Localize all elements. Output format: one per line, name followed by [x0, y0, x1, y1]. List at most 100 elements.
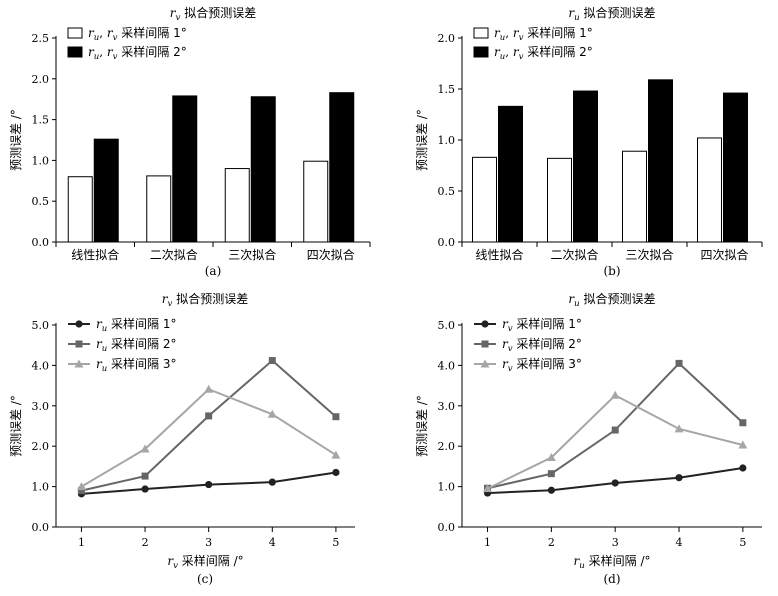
bar-interval-2: [172, 95, 198, 243]
legend-label: rv 采样间隔 1°: [502, 316, 582, 334]
x-tick-label: 四次拟合: [307, 247, 355, 262]
legend-symbol: r: [494, 26, 501, 40]
y-tick-label: 0.5: [32, 195, 50, 208]
point-square: [332, 413, 340, 421]
point-triangle: [76, 482, 86, 491]
legend-swatch: [473, 27, 489, 39]
series-line-interval-3: [80, 388, 337, 488]
chart-title-subscript: v: [176, 13, 181, 23]
point-triangle: [546, 453, 556, 462]
legend-sep: ,: [505, 45, 513, 59]
legend-marker-circle: [481, 320, 489, 328]
y-tick-label: 2.0: [32, 73, 50, 86]
legend-label: ru 采样间隔 1°: [96, 316, 177, 334]
point-square: [547, 470, 555, 478]
bar-interval-2: [250, 96, 276, 243]
chart-title-symbol: r: [568, 6, 575, 20]
subfigure-caption: (b): [603, 264, 620, 278]
y-tick-label: 1.5: [32, 114, 50, 127]
y-tick-label: 3.0: [438, 400, 456, 413]
legend-sep: ,: [99, 45, 107, 59]
x-tick-label: 5: [332, 536, 339, 549]
x-axis-label-text: 采样间隔 /°: [178, 553, 244, 568]
legend-subscript: u: [102, 324, 107, 334]
chart-title: ru 拟合预测误差: [568, 291, 655, 309]
chart-title-subscript: u: [574, 13, 580, 23]
legend-sep: ,: [505, 26, 513, 40]
y-tick-label: 4.0: [438, 359, 456, 372]
point-circle: [739, 464, 747, 472]
bar-interval-1: [303, 160, 329, 243]
legend-label: ru, rv 采样间隔 1°: [88, 25, 187, 43]
chart-title-subscript: v: [168, 299, 173, 309]
y-tick-label: 5.0: [32, 319, 50, 332]
point-triangle: [483, 484, 493, 493]
bar-interval-2: [329, 92, 355, 243]
bar-interval-2: [573, 90, 598, 243]
point-triangle: [204, 384, 214, 393]
legend-subscript: v: [508, 344, 513, 354]
point-triangle: [331, 450, 341, 459]
legend-symbol: r: [502, 317, 509, 331]
y-tick-label: 5.0: [438, 319, 456, 332]
point-triangle: [140, 444, 150, 453]
legend-symbol: r: [88, 26, 95, 40]
point-triangle: [738, 440, 748, 449]
legend-label: ru, rv 采样间隔 2°: [88, 44, 187, 62]
x-tick-label: 3: [612, 536, 619, 549]
x-tick-label: 2: [142, 536, 149, 549]
point-circle: [141, 485, 149, 493]
y-axis-label: 预测误差 /°: [415, 395, 429, 457]
legend-marker-triangle: [480, 359, 490, 368]
point-circle: [268, 478, 276, 486]
y-axis-label: 预测误差 /°: [415, 109, 429, 171]
chart-title-subscript: u: [574, 299, 580, 309]
legend-text: 采样间隔 2°: [117, 44, 186, 59]
point-square: [739, 419, 747, 427]
legend-symbol: r: [88, 45, 95, 59]
legend-subscript: u: [94, 33, 99, 43]
bar-interval-2: [498, 105, 523, 243]
legend-text: 采样间隔 3°: [513, 356, 582, 371]
x-tick-label: 线性拟合: [475, 247, 523, 262]
y-tick-label: 2.0: [438, 32, 456, 45]
legend-text: 采样间隔 3°: [107, 356, 176, 371]
bar-interval-1: [472, 156, 497, 243]
legend-symbol: r: [513, 26, 520, 40]
chart-title: ru 拟合预测误差: [568, 5, 655, 23]
y-axis-label: 预测误差 /°: [9, 395, 23, 457]
x-tick-label: 3: [205, 536, 212, 549]
point-square: [611, 426, 619, 434]
chart-title-text: 拟合预测误差: [172, 291, 248, 306]
legend-subscript: u: [500, 52, 505, 62]
legend-text: 采样间隔 2°: [513, 336, 582, 351]
x-axis-label: ru 采样间隔 /°: [574, 553, 651, 571]
legend-label: ru, rv 采样间隔 1°: [494, 25, 593, 43]
bar-interval-2: [93, 138, 119, 243]
legend-subscript: v: [508, 364, 513, 374]
subfigure-caption: (d): [603, 572, 620, 586]
legend-swatch: [67, 27, 83, 39]
point-triangle: [267, 409, 277, 418]
legend-subscript: u: [102, 344, 107, 354]
legend-text: 采样间隔 1°: [107, 316, 176, 331]
y-tick-label: 1.0: [32, 481, 50, 494]
y-tick-label: 1.0: [438, 134, 456, 147]
point-square: [77, 487, 85, 495]
legend-swatch: [67, 46, 83, 58]
point-square: [205, 412, 213, 420]
y-tick-label: 4.0: [32, 359, 50, 372]
legend-subscript: v: [113, 33, 118, 43]
legend-text: 采样间隔 2°: [523, 44, 592, 59]
chart-title: rv 拟合预测误差: [170, 5, 256, 23]
x-tick-label: 二次拟合: [150, 247, 198, 262]
point-circle: [547, 486, 555, 494]
legend-symbol: r: [107, 26, 114, 40]
legend-symbol: r: [96, 337, 103, 351]
legend-subscript: u: [500, 33, 505, 43]
x-tick-label: 4: [676, 536, 683, 549]
y-tick-label: 1.0: [32, 154, 50, 167]
